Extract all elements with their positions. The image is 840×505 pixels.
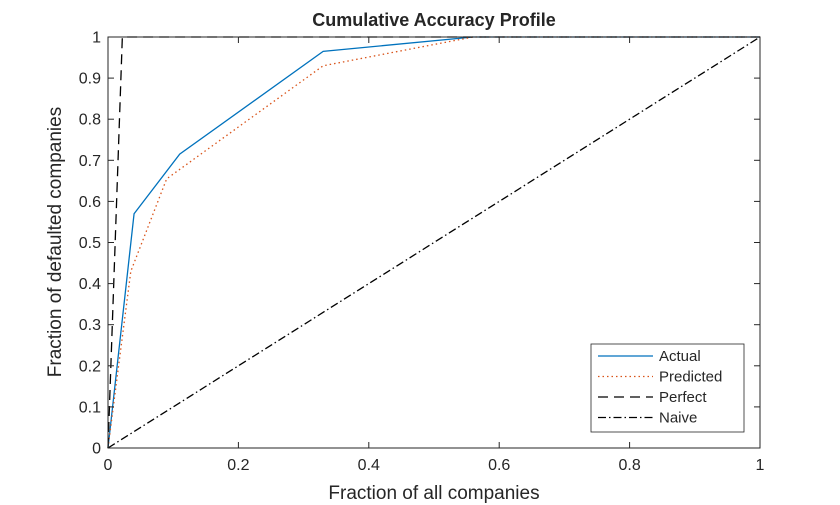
y-tick-label: 0.7 (79, 153, 101, 170)
y-tick-label: 0.5 (79, 235, 101, 252)
y-tick-label: 0.9 (79, 71, 101, 88)
chart-title: Cumulative Accuracy Profile (312, 10, 555, 30)
series-line-naive (107, 36, 761, 449)
y-axis-ticks: 0 0.1 0.2 0.3 0.4 0.5 0.6 0.7 0.8 0.9 1 (79, 30, 760, 458)
legend-label-actual: Actual (659, 348, 701, 365)
x-tick-label: 0.6 (488, 457, 510, 474)
y-axis-label: Fraction of defaulted companies (45, 107, 66, 377)
legend-label-perfect: Perfect (659, 389, 707, 406)
y-tick-label: 0.4 (79, 276, 101, 293)
legend-label-naive: Naive (659, 410, 697, 427)
x-axis-ticks: 0 0.2 0.4 0.6 0.8 1 (104, 37, 765, 474)
x-tick-label: 1 (756, 457, 765, 474)
y-tick-label: 1 (92, 30, 101, 47)
x-tick-label: 0.4 (358, 457, 380, 474)
x-tick-label: 0 (104, 457, 113, 474)
x-axis-label: Fraction of all companies (328, 483, 539, 504)
y-tick-label: 0.3 (79, 317, 101, 334)
legend: Actual Predicted Perfect Naive (590, 343, 745, 433)
x-tick-label: 0.8 (618, 457, 640, 474)
y-tick-label: 0 (92, 441, 101, 458)
y-tick-label: 0.2 (79, 358, 101, 375)
x-tick-label: 0.2 (227, 457, 249, 474)
y-tick-label: 0.1 (79, 399, 101, 416)
y-tick-label: 0.6 (79, 194, 101, 211)
legend-label-predicted: Predicted (659, 369, 722, 386)
y-tick-label: 0.8 (79, 112, 101, 129)
